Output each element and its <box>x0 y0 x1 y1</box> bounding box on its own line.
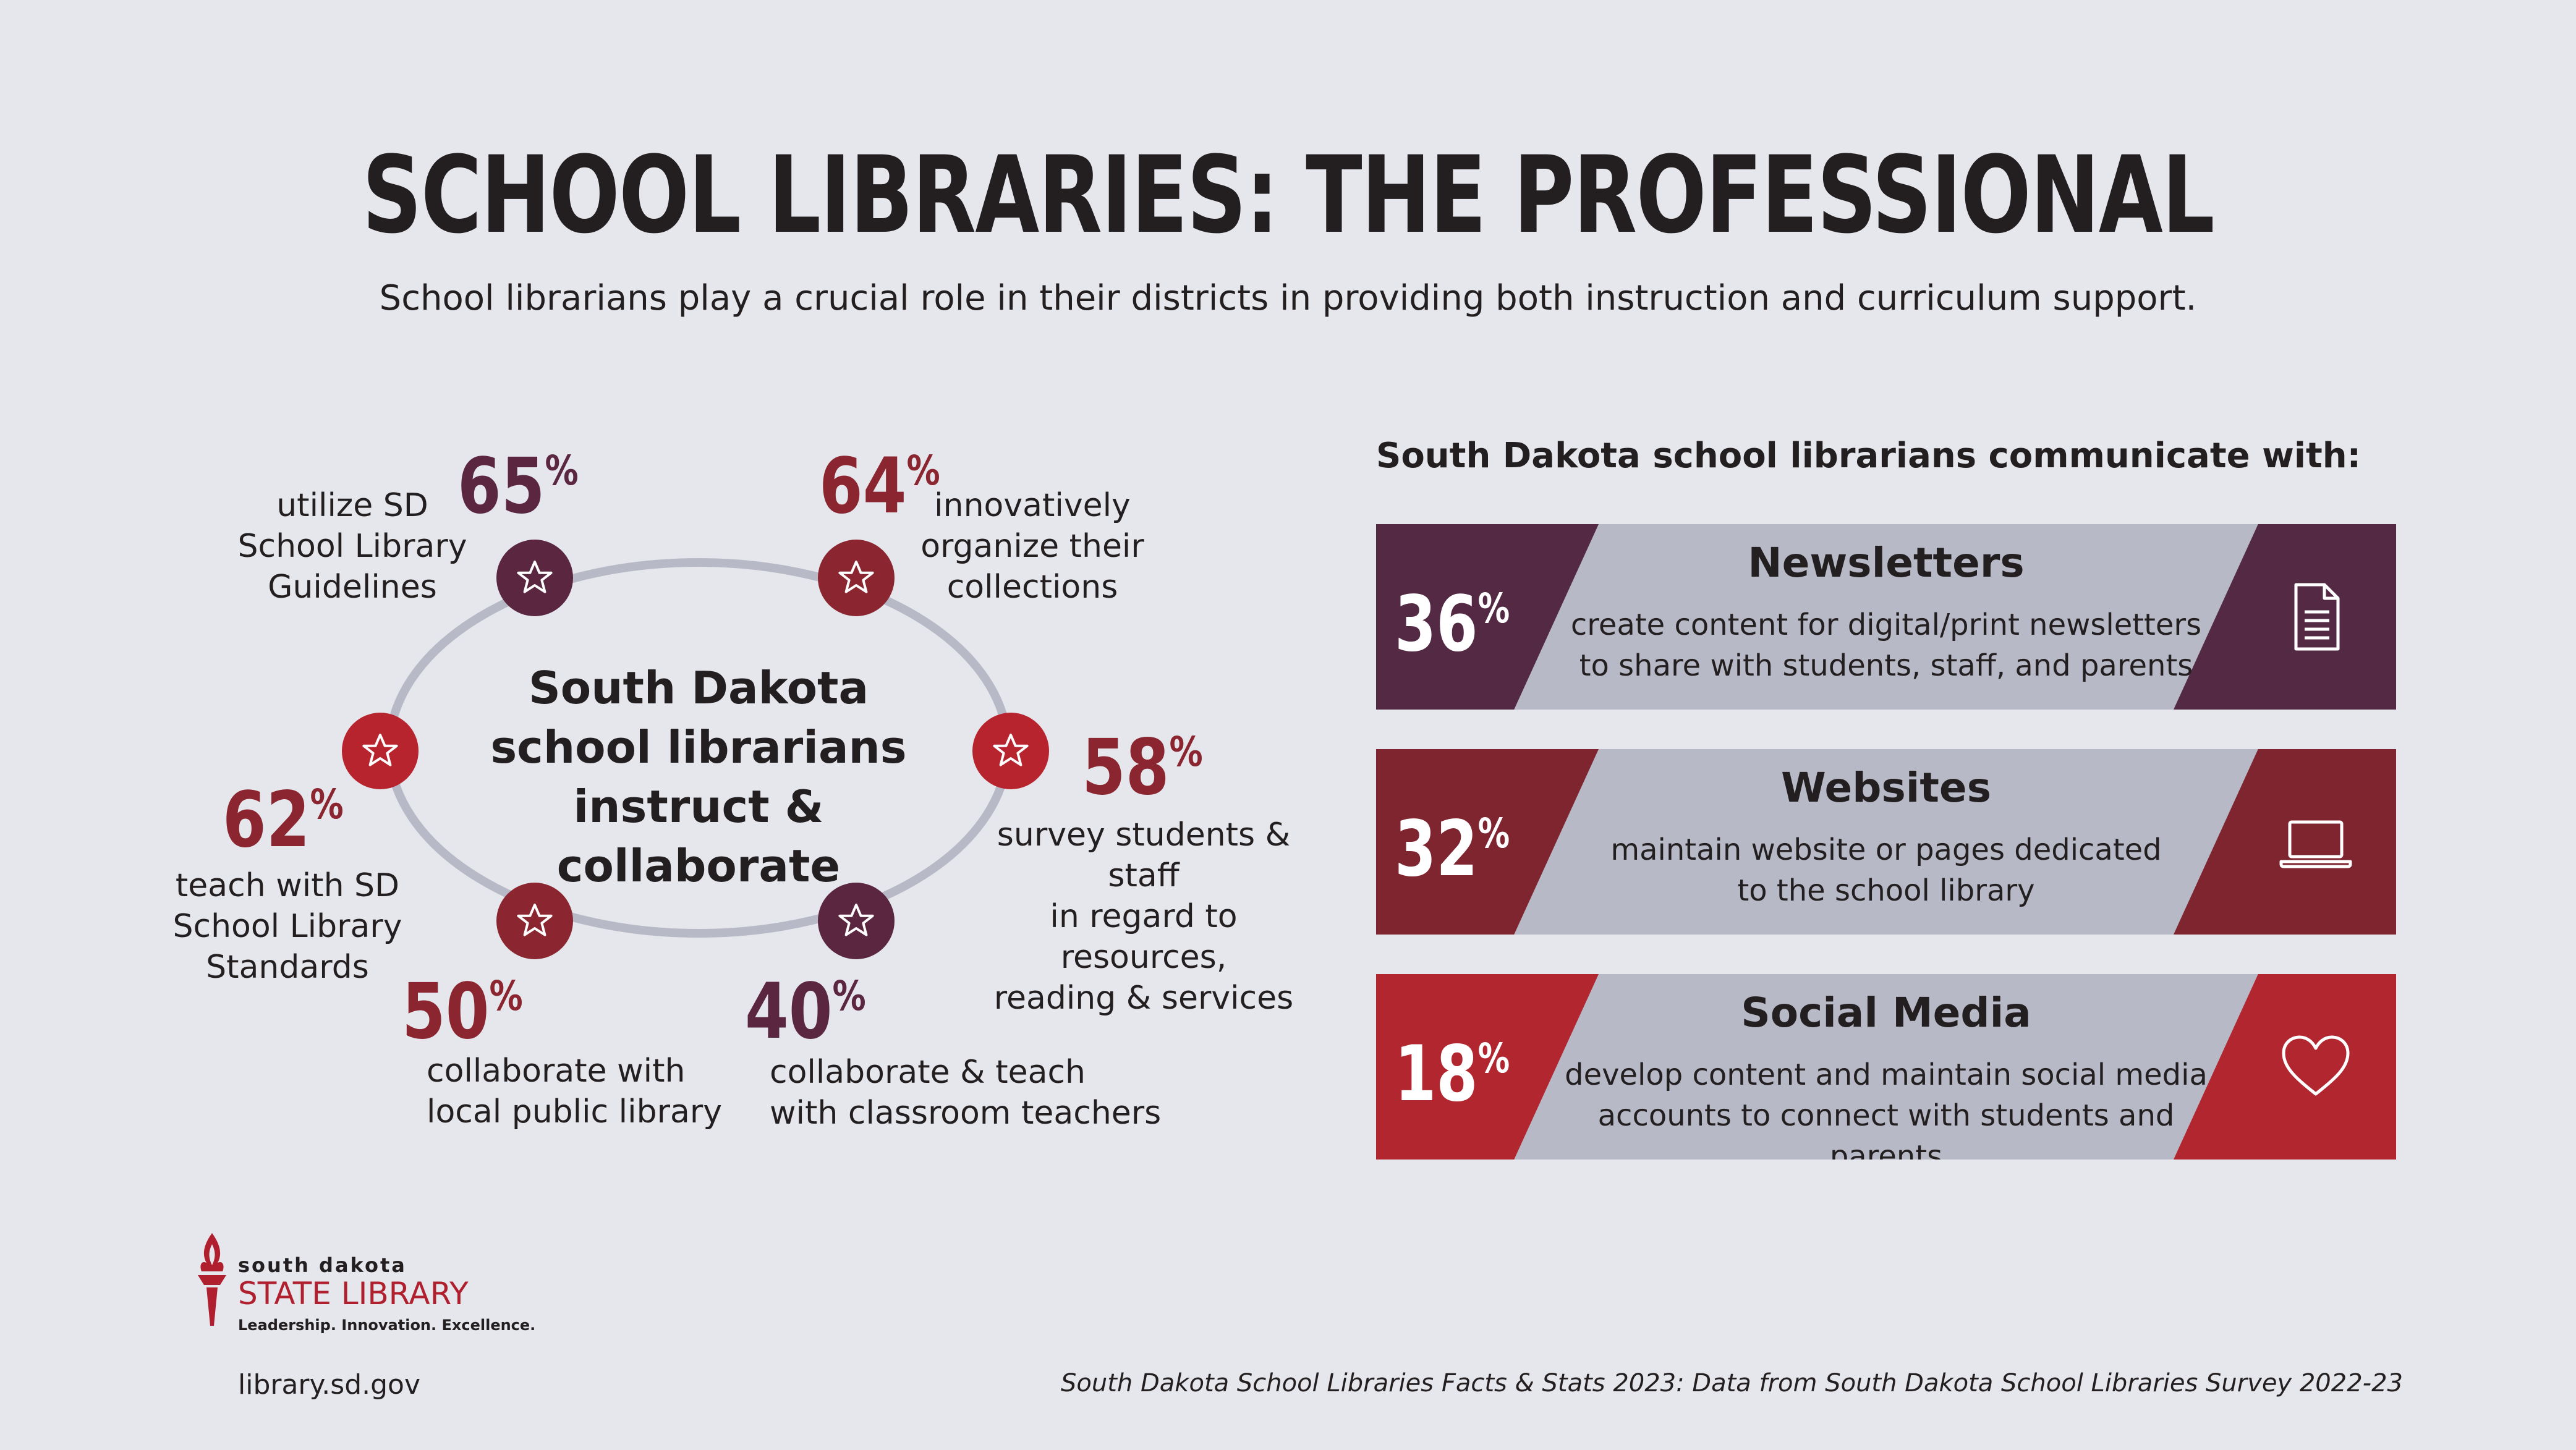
bar-social-media: 18% Social Media develop content and mai… <box>1376 974 2396 1160</box>
stat-percent-64: 64% <box>819 442 940 531</box>
stat-percent-65: 65% <box>457 442 579 531</box>
bar-percent: 32% <box>1395 805 1510 894</box>
collaboration-ring <box>342 540 1049 959</box>
stat-percent-40: 40% <box>745 967 866 1056</box>
logo-state-name: south dakota <box>238 1253 407 1277</box>
logo-library-name: STATE LIBRARY <box>238 1276 469 1312</box>
logo-tagline: Leadership. Innovation. Excellence. <box>238 1316 536 1334</box>
stat-percent-62: 62% <box>223 776 344 865</box>
stat-label-40: collaborate & teach with classroom teache… <box>770 1054 1162 1132</box>
center-line-3: instruct & collaborate <box>556 781 841 892</box>
star-icon <box>838 904 874 936</box>
torch-logo-icon <box>198 1233 226 1326</box>
star-icon <box>838 561 874 593</box>
stat-percent-50: 50% <box>402 967 523 1056</box>
star-icon <box>517 904 553 936</box>
bar-title: Social Media <box>1741 989 2031 1037</box>
star-badge-58 <box>972 713 1049 789</box>
bar-websites: 32% Websites maintain website or pages d… <box>1376 749 2396 935</box>
star-badge-50 <box>496 883 573 959</box>
footer-url[interactable]: library.sd.gov <box>238 1369 421 1401</box>
star-badge-64 <box>818 540 895 616</box>
star-icon <box>517 561 553 593</box>
communicate-heading: South Dakota school librarians communica… <box>1376 436 2361 476</box>
star-icon <box>362 734 398 766</box>
star-badge-62 <box>342 713 419 789</box>
star-icon <box>993 734 1029 766</box>
ring-center-title: South Dakota school librarians instruct … <box>433 658 964 896</box>
center-line-1: South Dakota <box>528 662 869 714</box>
stat-percent-58: 58% <box>1082 723 1203 812</box>
center-line-2: school librarians <box>490 721 907 773</box>
star-badge-40 <box>818 883 895 959</box>
heart-icon <box>2282 1035 2350 1096</box>
star-badge-65 <box>496 540 573 616</box>
page-title: SCHOOL LIBRARIES: THE PROFESSIONAL <box>362 133 2215 257</box>
bar-description: create content for digital/print newslet… <box>1570 608 2202 683</box>
source-citation: South Dakota School Libraries Facts & St… <box>1061 1369 2403 1397</box>
bar-title: Newsletters <box>1748 539 2025 587</box>
stat-label-62: teach with SD School Library Standards <box>172 867 402 986</box>
stat-label-65: utilize SD School Library Guidelines <box>237 487 467 606</box>
bar-percent: 36% <box>1395 580 1510 669</box>
stat-label-58: survey students & staff in regard to reso… <box>993 816 1294 1017</box>
bar-description: maintain website or pages dedicated to th… <box>1610 833 2162 908</box>
page-subtitle: School librarians play a crucial role in… <box>379 278 2197 318</box>
bar-percent: 18% <box>1395 1030 1510 1119</box>
document-icon <box>2294 583 2340 651</box>
bar-description: develop content and maintain social medi… <box>1565 1058 2208 1160</box>
stat-label-50: collaborate with local public library <box>427 1053 722 1130</box>
bar-title: Websites <box>1781 764 1991 812</box>
laptop-icon <box>2279 820 2352 868</box>
stat-label-64: innovatively organize their collections <box>920 487 1144 606</box>
bar-newsletters: 36% Newsletters create content for digit… <box>1376 524 2396 710</box>
